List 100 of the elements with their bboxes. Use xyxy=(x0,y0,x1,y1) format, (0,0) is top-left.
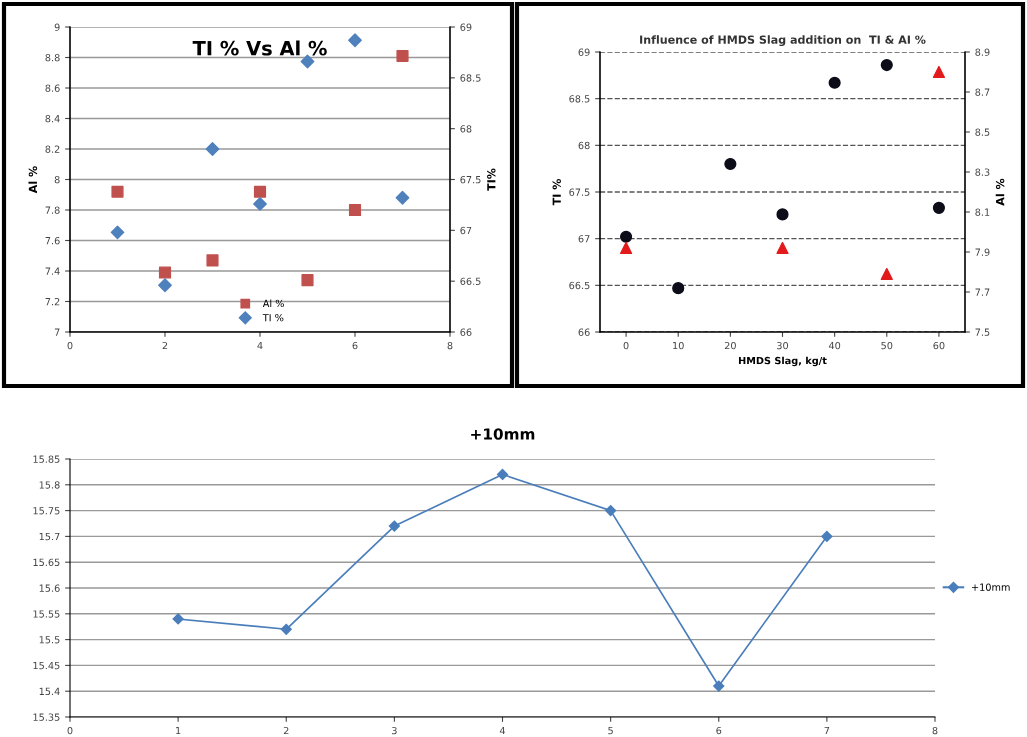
point xyxy=(496,468,509,481)
point xyxy=(396,49,409,63)
y-tick-label: 67.5 xyxy=(569,188,590,196)
x-tick-label: 4 xyxy=(499,727,506,735)
y-tick-label: 7 xyxy=(54,328,60,336)
point xyxy=(172,613,184,625)
y-tick-label: 7.8 xyxy=(45,206,60,214)
y-tick-label: 15.75 xyxy=(33,507,60,515)
point xyxy=(348,203,362,217)
point xyxy=(388,520,400,532)
y-axis-title: TI % xyxy=(552,179,561,206)
y-tick-label: 8.4 xyxy=(45,114,60,123)
y2-tick-label: 69 xyxy=(460,23,472,31)
y-tick-label: 67 xyxy=(578,235,590,243)
point xyxy=(301,274,314,287)
y2-tick-label: 8.7 xyxy=(975,88,990,96)
y2-tick-label: 68.5 xyxy=(460,74,481,82)
y2-tick-label: 66.5 xyxy=(460,277,481,285)
y2-tick-label: 8.3 xyxy=(975,168,990,176)
y-tick-label: 15.85 xyxy=(33,455,60,463)
x-tick-label: 2 xyxy=(283,726,289,735)
x-tick-label: 1 xyxy=(176,727,181,735)
y-tick-label: 15.55 xyxy=(33,610,60,618)
point xyxy=(206,254,219,267)
y-tick-label: 66 xyxy=(578,328,590,336)
y2-tick-label: 66 xyxy=(460,328,472,336)
y-tick-label: 15.8 xyxy=(39,481,60,489)
y-tick-label: 8.2 xyxy=(45,145,60,153)
point xyxy=(724,157,737,171)
point xyxy=(300,54,315,69)
y2-tick-label: 7.7 xyxy=(975,288,990,296)
x-tick-label: 10 xyxy=(673,341,684,350)
y-axis-title: Al % xyxy=(28,166,38,194)
y-tick-label: 8.8 xyxy=(45,53,60,62)
y-tick-label: 9 xyxy=(54,23,60,31)
x-tick-label: 50 xyxy=(881,341,893,350)
y-tick-label: 15.65 xyxy=(33,558,60,567)
y-tick-label: 15.5 xyxy=(39,636,60,644)
x-tick-label: 6 xyxy=(716,726,722,735)
point xyxy=(253,196,267,211)
point xyxy=(158,278,172,293)
x-tick-label: 5 xyxy=(608,727,613,735)
y-tick-label: 15.6 xyxy=(39,584,60,592)
y-tick-label: 8.6 xyxy=(45,84,60,92)
y2-tick-label: 67.5 xyxy=(460,175,481,184)
point xyxy=(253,185,267,198)
point xyxy=(776,241,789,255)
y2-tick-label: 8.1 xyxy=(975,208,990,216)
y2-tick-label: 7.5 xyxy=(975,328,990,336)
legend-label: TI % xyxy=(262,314,284,322)
point xyxy=(605,504,617,517)
x-tick-label: 0 xyxy=(67,341,73,350)
point xyxy=(776,208,789,221)
x-tick-label: 40 xyxy=(828,341,841,350)
x-tick-label: 3 xyxy=(392,726,397,735)
x-tick-label: 8 xyxy=(932,726,938,735)
point xyxy=(280,623,292,635)
point xyxy=(205,142,220,156)
chart-title: Influence of HMDS Slag addition on TI & AI % xyxy=(640,35,926,47)
point xyxy=(821,530,833,543)
legend-label: Al % xyxy=(262,299,284,308)
y-tick-label: 15.4 xyxy=(39,687,60,696)
y2-tick-label: 8.5 xyxy=(975,128,990,136)
x-tick-label: 4 xyxy=(257,342,263,350)
point xyxy=(111,185,124,198)
x-tick-label: 20 xyxy=(724,341,736,350)
y2-tick-label: 67 xyxy=(460,226,472,235)
point xyxy=(619,241,633,255)
point xyxy=(158,266,172,279)
y-tick-label: 8 xyxy=(54,175,60,184)
point xyxy=(672,282,685,295)
x-tick-label: 8 xyxy=(447,341,453,350)
y-tick-label: 15.35 xyxy=(33,713,60,721)
y-tick-label: 68 xyxy=(578,141,590,150)
y2-tick-label: 68 xyxy=(460,125,472,133)
point xyxy=(880,58,893,72)
point xyxy=(880,267,893,281)
point xyxy=(348,33,362,48)
y2-axis-title: Al % xyxy=(995,178,1005,206)
text: TI % Vs Al % xyxy=(192,40,327,56)
x-tick-label: 60 xyxy=(933,341,945,350)
legend-label: +10mm xyxy=(972,583,1010,591)
y-tick-label: 7.6 xyxy=(45,236,60,245)
x-tick-label: 2 xyxy=(162,341,168,350)
point xyxy=(932,201,946,214)
y-tick-label: 15.7 xyxy=(39,533,60,541)
x-axis-title: HMDS Slag, kg/t xyxy=(738,356,827,367)
x-tick-label: 0 xyxy=(623,341,629,350)
point xyxy=(828,76,841,89)
point xyxy=(110,225,125,240)
y-tick-label: 68.5 xyxy=(569,95,590,103)
y-tick-label: 7.2 xyxy=(45,297,60,306)
y-tick-label: 7.4 xyxy=(45,267,60,275)
point xyxy=(932,65,946,79)
y2-axis-title: TI% xyxy=(487,168,496,191)
x-tick-label: 7 xyxy=(824,727,830,735)
y-tick-label: 15.45 xyxy=(33,662,60,670)
chart-title: +10mm xyxy=(471,428,535,440)
y-tick-label: 66.5 xyxy=(569,281,590,290)
y2-tick-label: 7.9 xyxy=(975,248,990,256)
